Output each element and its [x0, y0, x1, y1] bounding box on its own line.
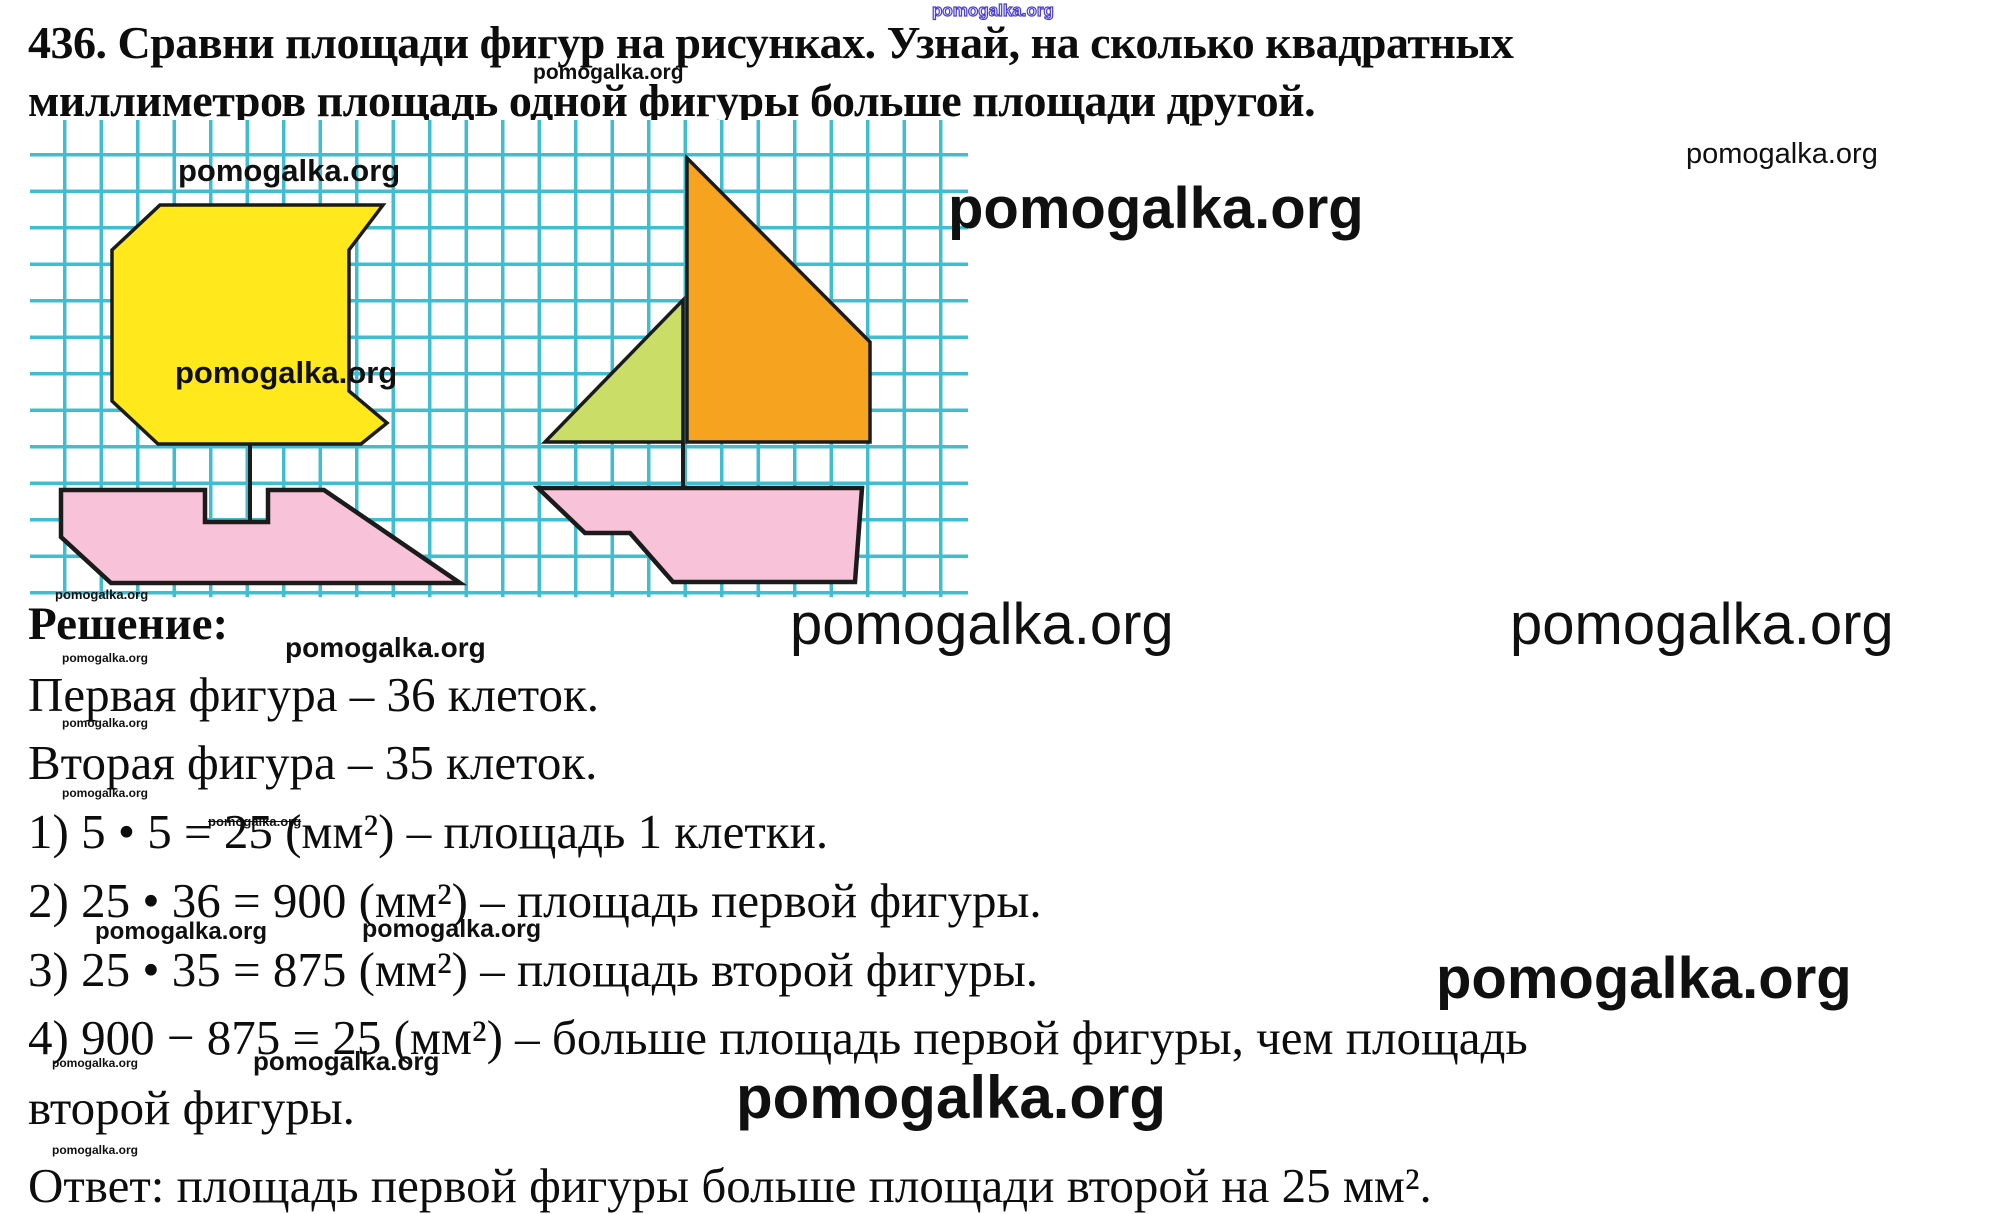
watermark: pomogalka.org — [285, 632, 486, 663]
solution-step-3: 3) 25 • 35 = 875 (мм²) – площадь второй … — [28, 942, 1039, 997]
answer-line: Ответ: площадь первой фигуры больше площ… — [28, 1158, 1432, 1213]
problem-title-line1: 436. Сравни площади фигур на рисунках. У… — [28, 17, 1514, 68]
watermark: pomogalka.org — [736, 1064, 1167, 1131]
watermark: pomogalka.org — [1436, 946, 1852, 1011]
watermark: pomogalka.org — [790, 592, 1174, 657]
figure2-green-sail — [540, 295, 685, 444]
watermark: pomogalka.org — [55, 587, 149, 602]
boats-figure-svg — [58, 153, 872, 586]
watermark: pomogalka.org — [175, 355, 398, 390]
watermark: pomogalka.org — [948, 176, 1364, 241]
solution-step-1: 1) 5 • 5 = 25 (мм²) – площадь 1 клетки. — [28, 804, 829, 859]
watermark: pomogalka.org — [208, 814, 302, 829]
watermark: pomogalka.org — [1510, 592, 1894, 657]
figure2-orange-sail — [685, 153, 872, 444]
watermark: pomogalka.org — [362, 915, 542, 943]
watermark: pomogalka.org — [178, 153, 401, 188]
solution-line-figure2-cells: Вторая фигура – 35 клеток. — [28, 735, 598, 790]
watermark: pomogalka.org — [95, 918, 268, 945]
figure2-pink-hull — [532, 485, 865, 585]
watermark: pomogalka.org — [62, 651, 149, 665]
watermark: pomogalka.org — [52, 1143, 139, 1157]
figure1-yellow-sail — [110, 203, 390, 446]
watermark: pomogalka.org — [52, 1056, 139, 1070]
grid-paper-figure — [30, 120, 968, 597]
solution-step-4-continued: второй фигуры. — [28, 1080, 355, 1135]
watermark: pomogalka.org — [1686, 138, 1878, 170]
watermark: pomogalka.org — [253, 1046, 440, 1076]
solution-step-4: 4) 900 − 875 = 25 (мм²) – больше площадь… — [28, 1010, 1528, 1065]
figure1-pink-hull — [58, 487, 468, 586]
watermark: pomogalka.org — [533, 61, 684, 84]
solution-line-figure1-cells: Первая фигура – 36 клеток. — [28, 667, 600, 722]
solution-step-2: 2) 25 • 36 = 900 (мм²) – площадь первой … — [28, 873, 1042, 928]
watermark: pomogalka.org — [62, 716, 149, 730]
solution-heading: Решение: — [28, 598, 229, 650]
watermark: pomogalka.org — [931, 1, 1054, 20]
watermark: pomogalka.org — [62, 786, 149, 800]
problem-title-line2: миллиметров площадь одной фигуры больше … — [28, 75, 1316, 126]
